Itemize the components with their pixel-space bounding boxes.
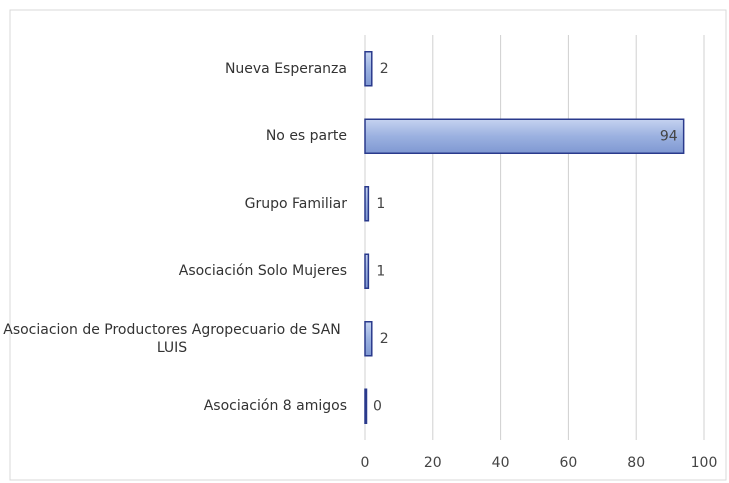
chart-border xyxy=(9,9,727,481)
bar xyxy=(364,388,368,424)
x-tick-label: 0 xyxy=(361,455,370,471)
category-label: Asociacion de Productores Agropecuario d… xyxy=(0,321,347,357)
category-text: No es parte xyxy=(265,128,347,145)
x-tick-label: 60 xyxy=(559,455,577,471)
bar xyxy=(364,51,373,87)
category-text: Asociacion de Productores Agropecuario d… xyxy=(3,321,341,356)
bar xyxy=(364,186,370,222)
x-tick-label: 80 xyxy=(627,455,645,471)
category-label: Asociación 8 amigos xyxy=(0,397,347,415)
value-label: 1 xyxy=(376,196,385,212)
x-tick-label: 100 xyxy=(691,455,718,471)
category-label: Asociación Solo Mujeres xyxy=(0,262,347,280)
category-text: Grupo Familiar xyxy=(244,195,347,212)
category-label: Nueva Esperanza xyxy=(0,60,347,78)
bar xyxy=(364,321,373,357)
x-tick-label: 20 xyxy=(424,455,442,471)
value-label: 0 xyxy=(373,398,382,414)
category-text: Asociación 8 amigos xyxy=(203,398,347,415)
value-label: 2 xyxy=(380,331,389,347)
category-label: Grupo Familiar xyxy=(0,195,347,213)
value-label: 2 xyxy=(380,61,389,77)
category-label: No es parte xyxy=(0,127,347,145)
category-text: Asociación Solo Mujeres xyxy=(178,263,347,280)
value-label: 94 xyxy=(660,128,678,144)
x-tick-label: 40 xyxy=(492,455,510,471)
category-text: Nueva Esperanza xyxy=(224,60,347,77)
value-label: 1 xyxy=(376,263,385,279)
bar xyxy=(364,253,370,289)
bar xyxy=(364,118,685,154)
